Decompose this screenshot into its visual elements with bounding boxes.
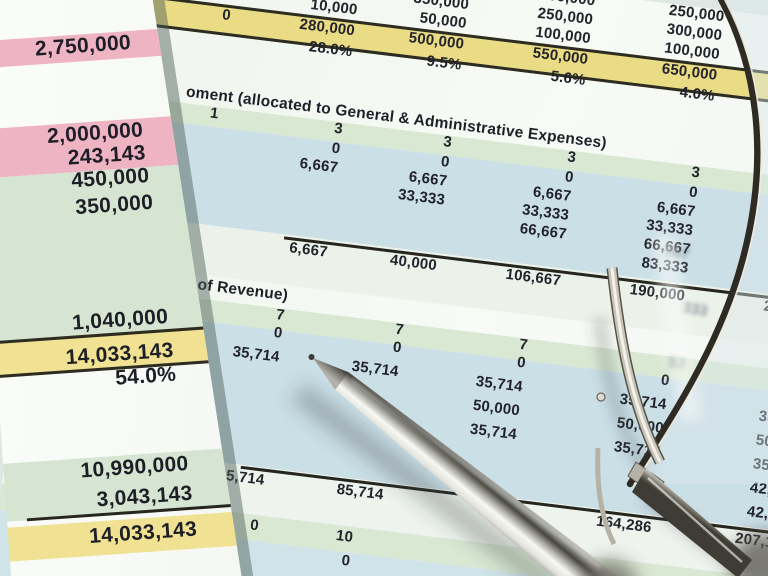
pen-ball-point [308, 354, 315, 360]
lens-refracted-text: 333 [681, 299, 708, 320]
pen-highlight [351, 379, 601, 568]
glasses-rim-highlight [633, 0, 763, 486]
glasses-nosepad-wire [595, 447, 617, 546]
glasses-rim-highlight [610, 267, 662, 463]
glasses-temple-arm [632, 468, 752, 576]
pen-shadow [290, 382, 559, 576]
glasses-pad-joint [596, 392, 606, 402]
glasses-shadow [593, 317, 652, 476]
pen-tip-cone [313, 358, 349, 390]
lens-reflection [653, 233, 703, 423]
glasses-rim [626, 0, 761, 488]
temple-highlight [647, 477, 743, 563]
pen-tip-shade [313, 358, 349, 390]
glasses-lens [630, 0, 768, 484]
